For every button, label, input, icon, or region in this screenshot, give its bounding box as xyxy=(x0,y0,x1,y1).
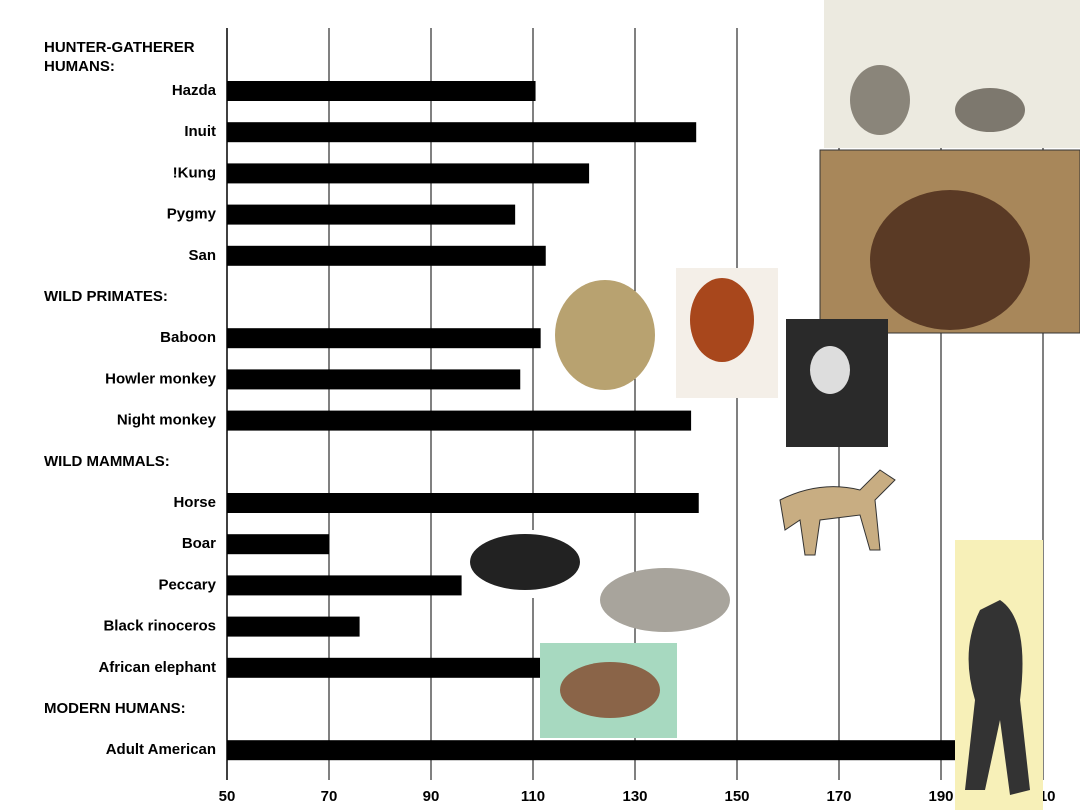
y-tick-label: Howler monkey xyxy=(105,370,217,387)
y-tick-label: Black rinoceros xyxy=(103,618,216,635)
baboon-drawing xyxy=(555,280,655,390)
x-tick-label: 130 xyxy=(622,788,647,805)
x-tick-label: 150 xyxy=(724,788,749,805)
bar xyxy=(227,616,360,637)
figure xyxy=(690,278,754,362)
figure xyxy=(965,600,1030,795)
horse-drawing xyxy=(779,469,896,556)
group-header: HUNTER-GATHERER HUMANS: xyxy=(44,39,195,75)
x-tick-label: 170 xyxy=(826,788,851,805)
bar xyxy=(227,740,992,761)
bar xyxy=(227,328,541,349)
bar xyxy=(227,204,516,225)
y-tick-label: Adult American xyxy=(106,741,216,758)
y-tick-label: San xyxy=(188,247,216,264)
x-tick-label: 190 xyxy=(928,788,953,805)
bar xyxy=(227,245,546,266)
x-tick-label: 90 xyxy=(423,788,440,805)
bar xyxy=(227,493,699,513)
bar xyxy=(227,575,462,596)
y-tick-label: Horse xyxy=(173,494,216,511)
figure xyxy=(850,65,910,135)
figure xyxy=(955,88,1025,132)
y-tick-label: African elephant xyxy=(98,659,216,676)
y-tick-label: Peccary xyxy=(158,576,216,593)
y-tick-label: !Kung xyxy=(173,164,216,181)
y-tick-label: Boar xyxy=(182,535,216,552)
y-tick-label: Night monkey xyxy=(117,412,217,429)
x-tick-label: 50 xyxy=(219,788,236,805)
y-tick-label: Pygmy xyxy=(167,206,217,223)
bar xyxy=(227,369,521,390)
figure xyxy=(560,662,660,718)
group-header: MODERN HUMANS: xyxy=(44,700,186,717)
y-tick-label: Baboon xyxy=(160,329,216,346)
bar xyxy=(227,410,692,431)
bar xyxy=(227,122,697,143)
x-tick-label: 110 xyxy=(521,788,545,805)
bar xyxy=(227,163,590,184)
group-header: WILD MAMMALS: xyxy=(44,452,170,470)
rhinoceros-drawing xyxy=(600,568,730,632)
figure xyxy=(870,190,1030,330)
boar-drawing xyxy=(470,534,580,590)
x-tick-label: 70 xyxy=(321,788,338,805)
figure xyxy=(810,346,850,394)
bar xyxy=(227,657,541,678)
y-tick-label: Hazda xyxy=(172,82,217,99)
group-header: WILD PRIMATES: xyxy=(44,288,168,305)
bar xyxy=(227,81,536,101)
y-tick-label: Inuit xyxy=(184,123,216,140)
bar xyxy=(227,534,329,555)
